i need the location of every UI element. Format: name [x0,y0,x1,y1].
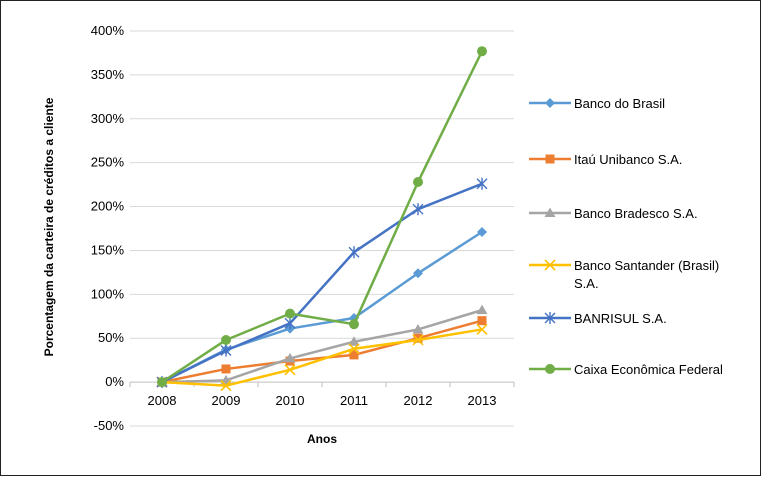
data-point [221,364,231,374]
data-point [477,316,487,326]
legend-item: Banco do Brasil [529,96,665,111]
data-point [220,344,232,357]
series-5 [156,177,488,389]
data-point [413,333,423,343]
data-point [412,323,424,334]
data-point [413,176,423,187]
series-lines [156,46,488,392]
y-axis-title: Porcentagem da carteira de créditos a cl… [42,97,56,356]
data-point [349,319,359,330]
y-tick-label: 100% [91,286,125,301]
y-tick-label: 250% [91,155,125,170]
y-tick-label: 0% [105,374,124,389]
data-point [476,323,488,336]
legend-label: Itaú Unibanco S.A. [574,152,682,167]
legend-item: Banco Bradesco S.A. [529,206,698,221]
series-6 [157,46,487,388]
series-line [161,319,483,384]
series-line [161,328,483,387]
data-point [476,177,488,190]
series-line [161,182,483,384]
y-tick-label: -50% [94,418,125,433]
data-point [545,98,555,108]
data-point [284,364,296,376]
legend-item: BANRISUL S.A. [529,311,667,326]
x-axis-title: Anos [307,432,337,446]
data-point [349,350,359,360]
data-point [544,207,556,217]
data-point [284,317,296,330]
y-tick-label: 200% [91,199,125,214]
legend-label: BANRISUL S.A. [574,311,667,326]
data-point [544,312,556,324]
data-point [412,203,424,216]
y-tick-label: 350% [91,67,125,82]
x-tick-label: 2008 [148,393,177,408]
series-line [161,308,483,384]
y-tick-label: 300% [91,111,125,126]
gridlines [130,30,514,427]
y-tick-label: 150% [91,242,125,257]
data-point [477,46,487,57]
data-point [476,304,488,315]
legend-item: Banco Santander (Brasil) S.A. [529,258,719,291]
x-tick-label: 2013 [468,393,497,408]
data-point [285,308,295,319]
data-point [545,154,555,164]
x-tick-label: 2012 [404,393,433,408]
series-line [161,50,484,384]
legend-label: Banco Santander (Brasil) [574,258,719,273]
data-point [348,246,360,259]
data-point [477,227,487,238]
y-tick-label: 50% [98,330,124,345]
data-point [284,352,296,363]
legend-label: Caixa Econômica Federal [574,362,723,377]
x-tick-label: 2011 [340,393,368,408]
legend-label: Banco do Brasil [574,96,665,111]
legend: Banco do Brasil Itaú Unibanco S.A. Banco B… [529,96,723,377]
legend-label: Banco Bradesco S.A. [574,206,698,221]
axes: -50% 0% 50% 100% 150% 200% 250% 300% 350% 400% 200… [91,23,515,433]
data-point [220,380,232,392]
legend-item: Itaú Unibanco S.A. [529,152,682,167]
y-tick-label: 400% [91,23,125,38]
data-point [413,268,423,279]
data-point [348,343,360,355]
data-point [412,334,424,346]
data-point [221,334,231,345]
x-tick-label: 2009 [212,393,241,408]
series-1 [157,227,487,388]
data-point [545,364,555,374]
legend-item: Caixa Econômica Federal [529,362,723,377]
data-point [157,377,167,388]
x-tick-label: 2010 [276,393,305,408]
data-point [544,259,556,271]
data-point [348,336,360,346]
legend-label-line2: S.A. [574,276,599,291]
